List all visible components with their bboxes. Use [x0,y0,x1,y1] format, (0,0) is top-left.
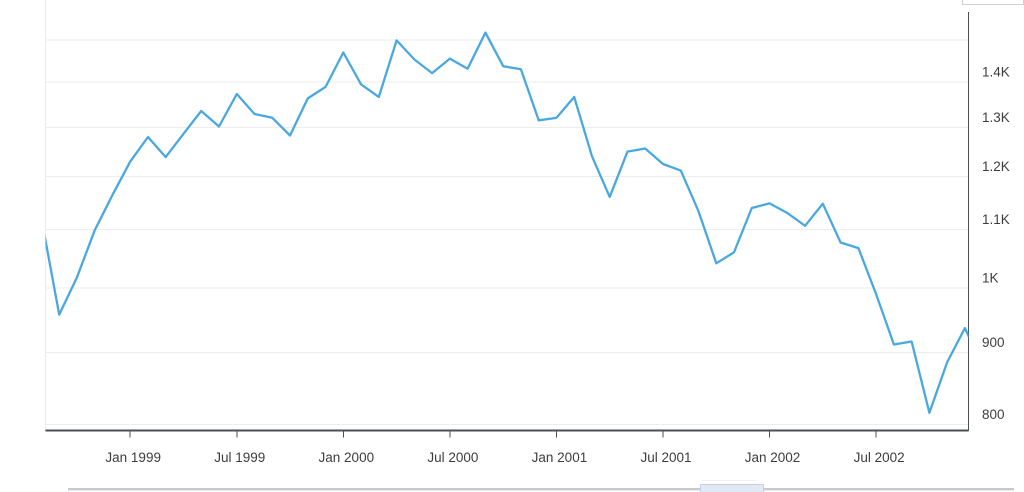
y-tick-label: 1.3K [982,110,1010,125]
y-tick-label: 900 [982,335,1005,350]
price-line [45,31,969,414]
scroll-thumb[interactable] [700,484,764,492]
plot-area-overlay[interactable] [46,0,969,431]
x-tick-label: Jan 2001 [532,450,588,465]
cropped-toolbar-fragment [962,0,1024,5]
scroll-thumb-ghost [702,480,756,481]
x-tick-label: Jul 2001 [640,450,691,465]
x-tick-label: Jan 2002 [745,450,801,465]
y-tick-label: 1K [982,270,999,285]
y-tick-label: 1.2K [982,159,1010,174]
x-tick-label: Jul 2000 [427,450,478,465]
x-tick-label: Jul 2002 [854,450,905,465]
x-tick-label: Jan 2000 [319,450,375,465]
y-tick-label: 1.1K [982,212,1010,227]
x-tick-label: Jan 1999 [105,450,161,465]
y-tick-label: 1.4K [982,65,1010,80]
bottom-scrollbar-track[interactable] [68,488,1014,491]
y-tick-label: 800 [982,407,1005,422]
x-tick-label: Jul 1999 [214,450,265,465]
